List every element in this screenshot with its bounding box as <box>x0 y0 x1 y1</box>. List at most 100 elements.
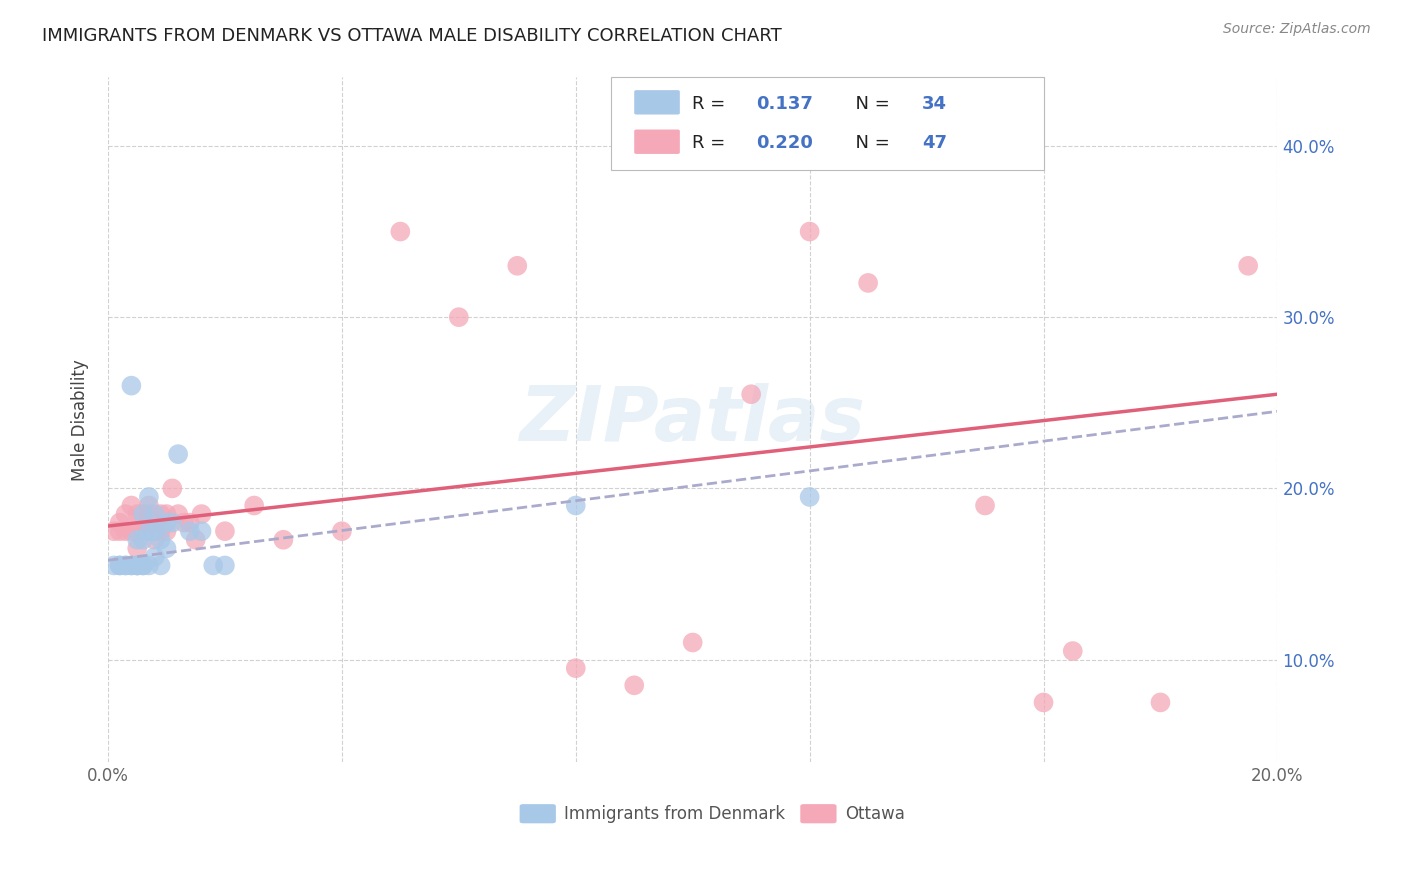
Point <box>623 678 645 692</box>
Text: R =: R = <box>692 134 737 153</box>
Text: 0.220: 0.220 <box>756 134 813 153</box>
Point <box>132 507 155 521</box>
Text: R =: R = <box>692 95 737 112</box>
FancyBboxPatch shape <box>634 129 681 154</box>
FancyBboxPatch shape <box>800 804 837 823</box>
Point <box>167 447 190 461</box>
Point <box>179 516 201 530</box>
Point <box>202 558 225 573</box>
Point <box>120 558 142 573</box>
Point <box>1062 644 1084 658</box>
Point <box>564 499 586 513</box>
Point <box>132 558 155 573</box>
Point <box>127 541 149 556</box>
Point <box>120 558 142 573</box>
Point <box>108 558 131 573</box>
Point <box>155 524 177 539</box>
Point <box>103 524 125 539</box>
Point <box>108 516 131 530</box>
Point <box>103 558 125 573</box>
Point <box>682 635 704 649</box>
FancyBboxPatch shape <box>634 90 681 114</box>
Point <box>179 524 201 539</box>
Point <box>214 524 236 539</box>
Point <box>162 516 184 530</box>
Point <box>974 499 997 513</box>
Point <box>330 524 353 539</box>
Text: 34: 34 <box>922 95 946 112</box>
Point <box>138 490 160 504</box>
Point <box>127 558 149 573</box>
Point <box>132 516 155 530</box>
Point <box>506 259 529 273</box>
Point <box>564 661 586 675</box>
Point <box>114 558 136 573</box>
Point <box>447 310 470 325</box>
Text: Ottawa: Ottawa <box>845 805 904 822</box>
Point <box>149 524 172 539</box>
Point <box>120 499 142 513</box>
Point <box>155 541 177 556</box>
Point <box>740 387 762 401</box>
Point <box>127 558 149 573</box>
Point <box>149 507 172 521</box>
Point <box>190 524 212 539</box>
Point <box>173 516 195 530</box>
Point <box>114 524 136 539</box>
Point <box>138 507 160 521</box>
Text: 0.137: 0.137 <box>756 95 813 112</box>
Point <box>1149 695 1171 709</box>
Point <box>273 533 295 547</box>
Point <box>138 524 160 539</box>
Point <box>120 524 142 539</box>
FancyBboxPatch shape <box>610 78 1043 169</box>
Text: 47: 47 <box>922 134 946 153</box>
Point <box>132 533 155 547</box>
Point <box>167 507 190 521</box>
Point <box>132 507 155 521</box>
Point <box>127 533 149 547</box>
Point <box>114 507 136 521</box>
Point <box>1237 259 1260 273</box>
Text: Source: ZipAtlas.com: Source: ZipAtlas.com <box>1223 22 1371 37</box>
Point <box>184 533 207 547</box>
Point <box>127 507 149 521</box>
Point <box>143 549 166 564</box>
Point <box>190 507 212 521</box>
Point <box>138 499 160 513</box>
Point <box>114 558 136 573</box>
Y-axis label: Male Disability: Male Disability <box>72 359 89 481</box>
Point <box>799 490 821 504</box>
Text: N =: N = <box>844 134 896 153</box>
Point <box>162 482 184 496</box>
Point <box>132 524 155 539</box>
Point <box>120 378 142 392</box>
Text: Immigrants from Denmark: Immigrants from Denmark <box>564 805 785 822</box>
Text: IMMIGRANTS FROM DENMARK VS OTTAWA MALE DISABILITY CORRELATION CHART: IMMIGRANTS FROM DENMARK VS OTTAWA MALE D… <box>42 27 782 45</box>
Point <box>127 558 149 573</box>
Point <box>214 558 236 573</box>
Point <box>132 558 155 573</box>
Text: N =: N = <box>844 95 896 112</box>
Point <box>143 507 166 521</box>
Point <box>143 524 166 539</box>
Point <box>108 558 131 573</box>
Point <box>127 524 149 539</box>
Point <box>389 225 412 239</box>
FancyBboxPatch shape <box>520 804 555 823</box>
Point <box>143 524 166 539</box>
Point <box>243 499 266 513</box>
Point <box>856 276 879 290</box>
Point <box>149 533 172 547</box>
Point <box>143 533 166 547</box>
Text: ZIPatlas: ZIPatlas <box>520 383 866 457</box>
Point <box>155 507 177 521</box>
Point <box>149 558 172 573</box>
Point <box>138 558 160 573</box>
Point <box>155 516 177 530</box>
Point <box>143 516 166 530</box>
Point <box>108 524 131 539</box>
Point <box>799 225 821 239</box>
Point <box>138 524 160 539</box>
Point <box>1032 695 1054 709</box>
